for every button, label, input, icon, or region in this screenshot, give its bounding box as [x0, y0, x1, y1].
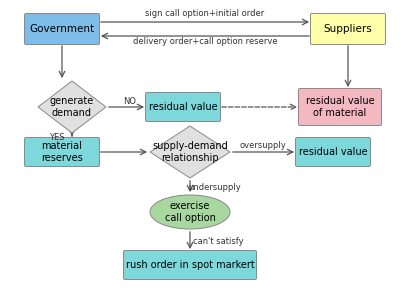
Text: residual value
of material: residual value of material	[306, 96, 374, 118]
Text: NO: NO	[124, 97, 136, 106]
FancyBboxPatch shape	[298, 88, 381, 125]
Polygon shape	[150, 126, 230, 178]
Text: residual value: residual value	[149, 102, 217, 112]
Text: Suppliers: Suppliers	[324, 24, 373, 34]
FancyBboxPatch shape	[146, 92, 221, 122]
Text: exercise
call option: exercise call option	[164, 201, 215, 223]
Text: material
reserves: material reserves	[41, 141, 83, 163]
FancyBboxPatch shape	[310, 14, 385, 44]
FancyBboxPatch shape	[24, 14, 99, 44]
Polygon shape	[38, 81, 106, 133]
Text: undersupply: undersupply	[188, 184, 241, 193]
Text: sign call option+initial order: sign call option+initial order	[146, 8, 265, 17]
Text: oversupply: oversupply	[240, 140, 286, 149]
Text: can't satisfy: can't satisfy	[193, 236, 243, 245]
FancyBboxPatch shape	[296, 137, 371, 166]
Text: rush order in spot markert: rush order in spot markert	[126, 260, 254, 270]
Text: generate
demand: generate demand	[50, 96, 94, 118]
Text: delivery order+call option reserve: delivery order+call option reserve	[133, 37, 277, 46]
FancyBboxPatch shape	[24, 137, 99, 166]
Text: supply-demand
relationship: supply-demand relationship	[152, 141, 228, 163]
FancyBboxPatch shape	[124, 250, 257, 280]
Text: residual value: residual value	[299, 147, 367, 157]
Ellipse shape	[150, 195, 230, 229]
Text: YES: YES	[49, 133, 65, 142]
Text: Government: Government	[29, 24, 95, 34]
